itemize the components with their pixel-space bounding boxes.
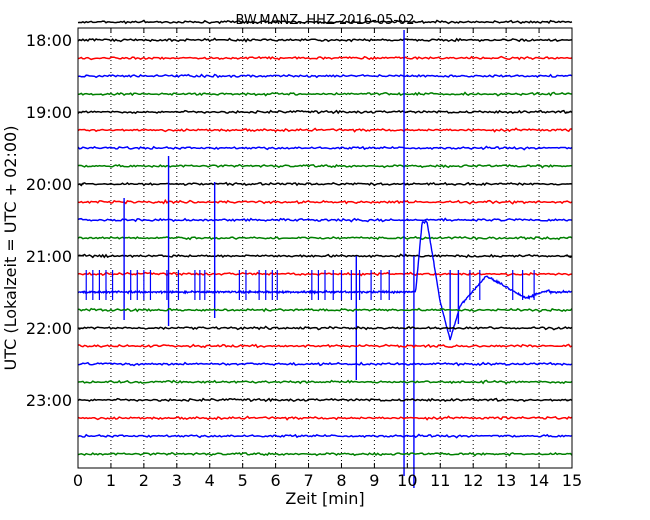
trace-line (77, 19, 573, 25)
chart-title: BW.MANZ..HHZ 2016-05-02 (235, 13, 414, 28)
trace-line (77, 451, 573, 457)
trace-line (77, 198, 573, 205)
plot-frame (77, 27, 573, 469)
y-tick-label: 21:00 (26, 247, 72, 266)
trace-line (77, 379, 573, 385)
trace-line (77, 127, 572, 133)
x-tick-label: 3 (172, 471, 182, 490)
trace-line (77, 181, 573, 187)
trace-line (77, 55, 573, 61)
x-tick-label: 5 (238, 471, 248, 490)
trace-line (77, 73, 573, 79)
x-tick-label: 0 (73, 471, 83, 490)
trace-line (77, 37, 573, 43)
x-tick-label: 7 (303, 471, 313, 490)
y-tick-label: 20:00 (26, 175, 72, 194)
x-tick-label: 13 (496, 471, 516, 490)
trace-line (77, 397, 573, 403)
y-tick-label: 22:00 (26, 319, 72, 338)
y-axis-label: UTC (Lokalzeit = UTC + 02:00) (1, 126, 20, 371)
x-axis-label: Zeit [min] (285, 489, 364, 508)
trace-line (77, 415, 573, 421)
y-tick-label: 19:00 (26, 103, 72, 122)
trace-line (77, 235, 573, 241)
x-tick-label: 4 (205, 471, 215, 490)
traces (77, 19, 573, 488)
x-tick-label: 8 (336, 471, 346, 490)
y-tick-label: 18:00 (26, 31, 72, 50)
x-tick-label: 1 (106, 471, 116, 490)
x-tick-label: 9 (369, 471, 379, 490)
trace-line (77, 253, 573, 259)
x-tick-label: 14 (529, 471, 549, 490)
trace-line (77, 217, 573, 223)
y-tick-label: 23:00 (26, 391, 72, 410)
x-tick-label: 6 (271, 471, 281, 490)
y-axis-ticks: 18:00 19:00 20:00 21:00 22:00 23:00 (26, 31, 572, 410)
x-tick-label: 10 (397, 471, 417, 490)
trace-line (77, 325, 573, 331)
trace-line (78, 343, 573, 349)
trace-line (77, 163, 573, 169)
x-tick-label: 15 (562, 471, 582, 490)
trace-line (77, 361, 573, 367)
trace-line (77, 145, 573, 151)
trace-line (77, 109, 573, 115)
x-tick-label: 11 (430, 471, 450, 490)
trace-line (77, 433, 573, 439)
x-tick-label: 2 (139, 471, 149, 490)
x-axis-ticks: 0 1 2 3 4 5 6 7 8 9 10 11 12 13 14 15 (73, 28, 582, 490)
trace-line (77, 91, 573, 97)
grid-lines (110, 28, 540, 468)
trace-line (77, 307, 573, 313)
x-tick-label: 12 (463, 471, 483, 490)
